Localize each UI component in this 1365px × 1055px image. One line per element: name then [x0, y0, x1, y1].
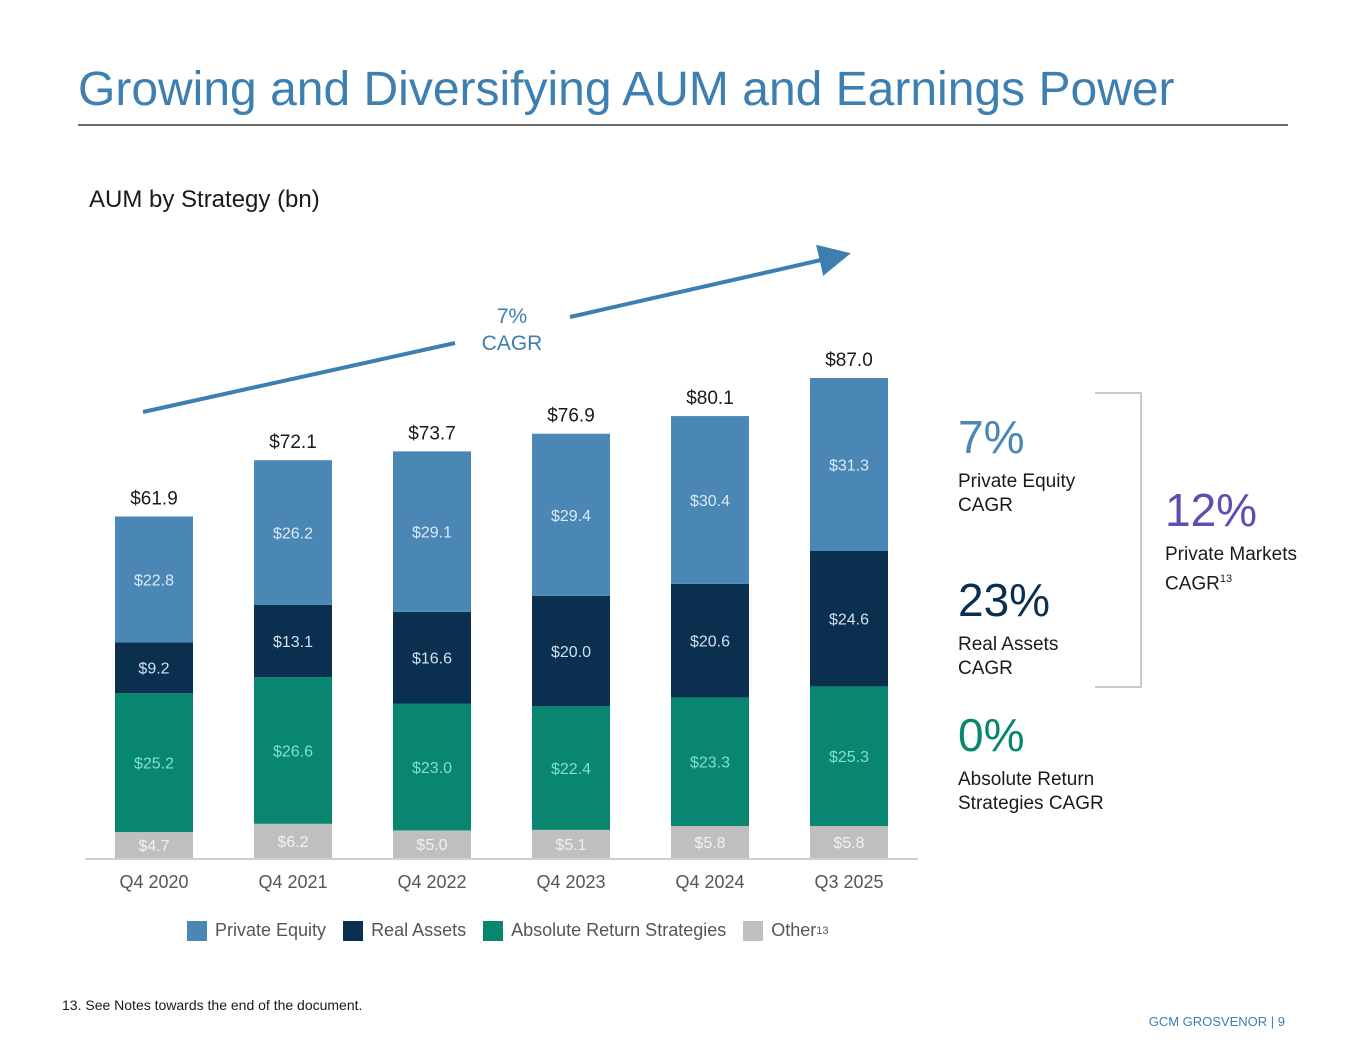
bar-segment-private-equity [254, 460, 332, 605]
legend-other: Other 13 [743, 920, 829, 941]
stat-pm-footnote: 13 [1219, 573, 1233, 585]
stat-pe-value: 7% [958, 411, 1025, 463]
segment-label: $25.3 [829, 749, 869, 766]
x-tick-label: Q4 2023 [536, 872, 605, 892]
segment-label: $26.2 [273, 525, 313, 542]
segment-label: $24.6 [829, 612, 869, 629]
stat-ra-value: 23% [958, 574, 1051, 626]
bar-segment-other [254, 823, 332, 858]
chart-subtitle: AUM by Strategy (bn) [89, 186, 320, 213]
legend-label: Other [771, 920, 817, 940]
x-tick-label: Q3 2025 [814, 872, 883, 892]
total-label: $87.0 [825, 350, 873, 371]
cagr-arrow-pct: 7% [497, 305, 527, 328]
segment-label: $9.2 [138, 661, 169, 678]
legend-private-equity: Private Equity [187, 920, 326, 941]
x-tick-label: Q4 2020 [119, 872, 188, 892]
stat-real-assets: 23% Real Assets CAGR [958, 575, 1078, 681]
segment-label: $5.8 [833, 835, 864, 852]
bar-segment-absolute-return-strategies [115, 693, 193, 833]
segment-label: $6.2 [277, 834, 308, 851]
x-tick-label: Q4 2022 [397, 872, 466, 892]
stat-pm-value: 12% [1165, 484, 1258, 536]
bar-segment-real-assets [532, 595, 610, 707]
legend-label: Absolute Return Strategies [511, 920, 727, 940]
bar-segment-private-equity [115, 516, 193, 643]
stat-private-markets: 12% Private Markets CAGR13 [1165, 485, 1315, 596]
bar-segment-private-equity [393, 451, 471, 612]
footer: GCM GROSVENOR | 9 [1148, 1014, 1285, 1029]
stat-ra-label: Real Assets CAGR [958, 634, 1059, 679]
segment-label: $23.0 [412, 760, 452, 777]
segment-label: $4.7 [138, 838, 169, 855]
segment-label: $16.6 [412, 651, 452, 668]
bracket [1095, 392, 1142, 688]
bar-segment-other [393, 830, 471, 858]
legend-swatch [343, 920, 364, 941]
bar-segment-absolute-return-strategies [393, 703, 471, 831]
bar-segment-private-equity [532, 433, 610, 596]
segment-label: $23.3 [690, 755, 730, 772]
bar-segment-private-equity [671, 416, 749, 584]
legend-real-assets: Real Assets [343, 920, 466, 941]
segment-label: $22.4 [551, 761, 591, 778]
chart-legend: Private Equity Real Assets Absolute Retu… [187, 920, 846, 941]
bar-segment-real-assets [115, 642, 193, 694]
x-tick-label: Q4 2024 [675, 872, 744, 892]
legend-label: Private Equity [215, 920, 327, 940]
bar-segment-real-assets [671, 583, 749, 698]
segment-label: $29.4 [551, 508, 591, 525]
cagr-arrow-label: CAGR [482, 332, 543, 355]
total-label: $72.1 [269, 432, 317, 453]
page-title: Growing and Diversifying AUM and Earning… [78, 63, 1175, 116]
segment-label: $5.0 [416, 837, 447, 854]
cagr-arrow-head [569, 244, 851, 319]
stat-absolute-return: 0% Absolute Return Strategies CAGR [958, 710, 1118, 816]
legend-swatch [743, 920, 764, 941]
footnote: 13. See Notes towards the end of the doc… [62, 997, 363, 1013]
stat-ars-value: 0% [958, 709, 1025, 761]
segment-label: $30.4 [690, 493, 730, 510]
bar-segment-real-assets [810, 550, 888, 687]
segment-label: $25.2 [134, 756, 174, 773]
segment-label: $5.1 [555, 837, 586, 854]
bar-segment-other [810, 826, 888, 858]
cagr-arrow-line [142, 341, 456, 414]
segment-label: $22.8 [134, 572, 174, 589]
total-label: $73.7 [408, 423, 456, 444]
bar-segment-real-assets [254, 604, 332, 678]
legend-label: Real Assets [371, 920, 467, 940]
bar-segment-private-equity [810, 378, 888, 551]
title-divider [78, 124, 1288, 126]
bar-segment-absolute-return-strategies [532, 706, 610, 830]
x-tick-label: Q4 2021 [258, 872, 327, 892]
total-label: $80.1 [686, 388, 734, 409]
bar-segment-other [532, 829, 610, 858]
bar-segment-absolute-return-strategies [254, 677, 332, 824]
segment-label: $13.1 [273, 634, 313, 651]
segment-label: $5.8 [694, 835, 725, 852]
total-label: $76.9 [547, 406, 595, 427]
bar-segment-other [115, 832, 193, 858]
stat-private-equity: 7% Private Equity CAGR [958, 412, 1088, 518]
segment-label: $31.3 [829, 457, 869, 474]
segment-label: $20.0 [551, 644, 591, 661]
stat-ars-label: Absolute Return Strategies CAGR [958, 769, 1104, 814]
bar-segment-absolute-return-strategies [671, 697, 749, 826]
stat-pm-label: Private Markets CAGR [1165, 544, 1297, 595]
legend-swatch [483, 920, 504, 941]
segment-label: $26.6 [273, 743, 313, 760]
bar-segment-absolute-return-strategies [810, 686, 888, 826]
bar-segment-other [671, 826, 749, 858]
bar-segment-real-assets [393, 611, 471, 704]
segment-label: $29.1 [412, 525, 452, 542]
legend-footnote: 13 [816, 924, 829, 937]
legend-absolute-return: Absolute Return Strategies [483, 920, 726, 941]
total-label: $61.9 [130, 488, 178, 509]
segment-label: $20.6 [690, 634, 730, 651]
stat-pe-label: Private Equity CAGR [958, 471, 1076, 516]
legend-swatch [187, 920, 207, 941]
